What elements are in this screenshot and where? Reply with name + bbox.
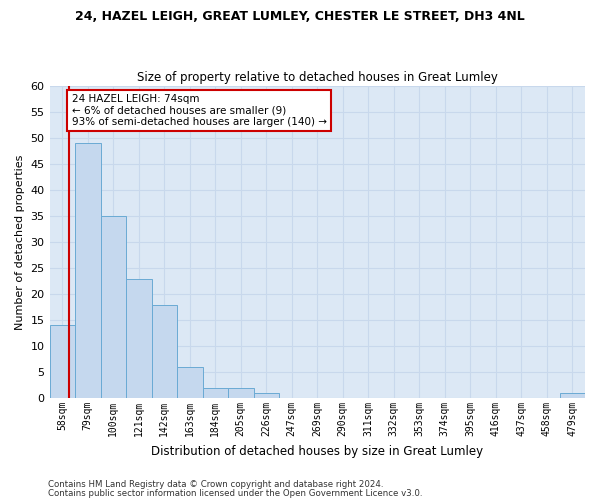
Bar	[126, 278, 152, 398]
X-axis label: Distribution of detached houses by size in Great Lumley: Distribution of detached houses by size …	[151, 444, 484, 458]
Bar	[75, 144, 101, 398]
Text: 24, HAZEL LEIGH, GREAT LUMLEY, CHESTER LE STREET, DH3 4NL: 24, HAZEL LEIGH, GREAT LUMLEY, CHESTER L…	[75, 10, 525, 23]
Bar	[177, 367, 203, 398]
Bar	[228, 388, 254, 398]
Bar	[560, 393, 585, 398]
Bar	[50, 326, 75, 398]
Y-axis label: Number of detached properties: Number of detached properties	[15, 154, 25, 330]
Text: Contains public sector information licensed under the Open Government Licence v3: Contains public sector information licen…	[48, 488, 422, 498]
Bar	[152, 304, 177, 398]
Text: 24 HAZEL LEIGH: 74sqm
← 6% of detached houses are smaller (9)
93% of semi-detach: 24 HAZEL LEIGH: 74sqm ← 6% of detached h…	[71, 94, 326, 127]
Title: Size of property relative to detached houses in Great Lumley: Size of property relative to detached ho…	[137, 70, 498, 84]
Text: Contains HM Land Registry data © Crown copyright and database right 2024.: Contains HM Land Registry data © Crown c…	[48, 480, 383, 489]
Bar	[101, 216, 126, 398]
Bar	[254, 393, 279, 398]
Bar	[203, 388, 228, 398]
